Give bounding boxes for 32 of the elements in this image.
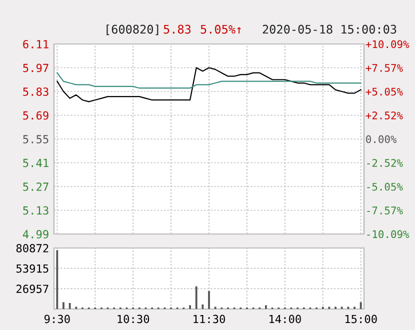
text: 5.05%↑	[200, 24, 242, 34]
y2-tick-label: +5.05%	[366, 88, 403, 96]
y-tick-label: 53915	[16, 264, 48, 273]
x-tick-label: 10:30	[118, 314, 150, 324]
y2-tick-label: +10.09%	[366, 40, 410, 48]
y2-tick-label: -10.09%	[367, 230, 410, 238]
y2-tick-label: -2.52%	[367, 158, 403, 167]
y2-tick-label: 0.00%	[366, 135, 397, 144]
y-tick-label: 6.11	[23, 40, 48, 48]
y2-tick-label: -5.05%	[367, 182, 403, 191]
y2-tick-label: +7.57%	[366, 64, 403, 72]
y-tick-label: 5.41	[23, 158, 48, 168]
y-tick-label: 5.27	[23, 182, 48, 191]
y2-tick-label: +2.52%	[366, 112, 403, 120]
y-tick-label: 4.99	[22, 230, 48, 238]
y-tick-label: 80872	[16, 244, 48, 252]
text: 2020-05-18 15:00:03	[262, 24, 396, 34]
line-series	[56, 67, 362, 102]
y2-tick-label: -7.57%	[367, 206, 403, 214]
y-tick-label: 5.97	[23, 64, 48, 72]
y-tick-label: 5.55	[23, 135, 48, 144]
y-tick-label: 5.13	[23, 206, 48, 215]
line-series	[56, 72, 362, 89]
text: 5.83	[164, 24, 191, 34]
x-tick-label: 9:30	[44, 314, 70, 324]
y-tick-label: 26957	[16, 284, 48, 294]
x-tick-label: 11:30	[194, 314, 226, 324]
text: [600820]	[106, 24, 158, 36]
y-tick-label: 5.83	[23, 88, 48, 96]
x-tick-label: 14:00	[270, 314, 301, 324]
x-tick-label: 15:00	[345, 314, 377, 324]
y-tick-label: 5.69	[23, 111, 48, 120]
